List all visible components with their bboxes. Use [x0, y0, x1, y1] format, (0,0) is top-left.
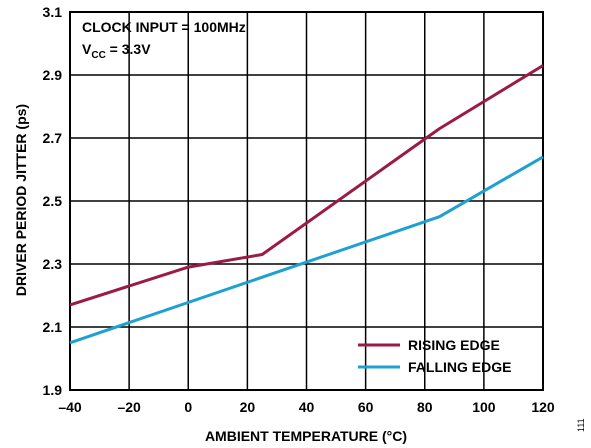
y-tick-label: 1.9: [43, 382, 63, 398]
x-axis-title: AMBIENT TEMPERATURE (°C): [205, 428, 407, 444]
y-axis-title: DRIVER PERIOD JITTER (ps): [13, 104, 29, 296]
series-line-rising-edge: [69, 64, 544, 307]
legend-label: FALLING EDGE: [408, 359, 511, 375]
y-tick-label: 2.7: [43, 130, 63, 146]
annotation-vcc-prefix: V: [82, 41, 92, 57]
x-tick-label: 120: [531, 399, 555, 415]
x-tick-labels: –40 –20 0 20 40 60 80 100 120: [58, 399, 555, 415]
figure-id: 111: [576, 418, 586, 432]
series-layer: [69, 64, 544, 345]
grid: [70, 12, 543, 390]
x-tick-label: 0: [184, 399, 192, 415]
annotation-clock-input: CLOCK INPUT = 100MHz: [82, 19, 246, 35]
x-tick-label: 60: [358, 399, 374, 415]
legend-label: RISING EDGE: [408, 337, 500, 353]
x-tick-label: 80: [417, 399, 433, 415]
y-tick-label: 2.1: [43, 319, 63, 335]
y-tick-label: 2.9: [43, 67, 63, 83]
legend: RISING EDGE FALLING EDGE: [358, 337, 511, 375]
x-tick-label: –20: [117, 399, 141, 415]
y-tick-label: 2.3: [43, 256, 63, 272]
y-tick-label: 2.5: [43, 193, 63, 209]
x-tick-label: 100: [472, 399, 496, 415]
annotation-vcc: VCC = 3.3V: [82, 41, 151, 61]
y-tick-label: 3.1: [43, 4, 63, 20]
annotation-vcc-sub: CC: [91, 50, 105, 61]
x-tick-label: 40: [299, 399, 315, 415]
plot-frame: [69, 11, 544, 391]
series-line-falling-edge: [69, 155, 544, 345]
x-tick-label: –40: [58, 399, 82, 415]
y-tick-labels: 1.9 2.1 2.3 2.5 2.7 2.9 3.1: [43, 4, 63, 398]
annotation-vcc-suffix: = 3.3V: [106, 41, 151, 57]
x-tick-label: 20: [240, 399, 256, 415]
